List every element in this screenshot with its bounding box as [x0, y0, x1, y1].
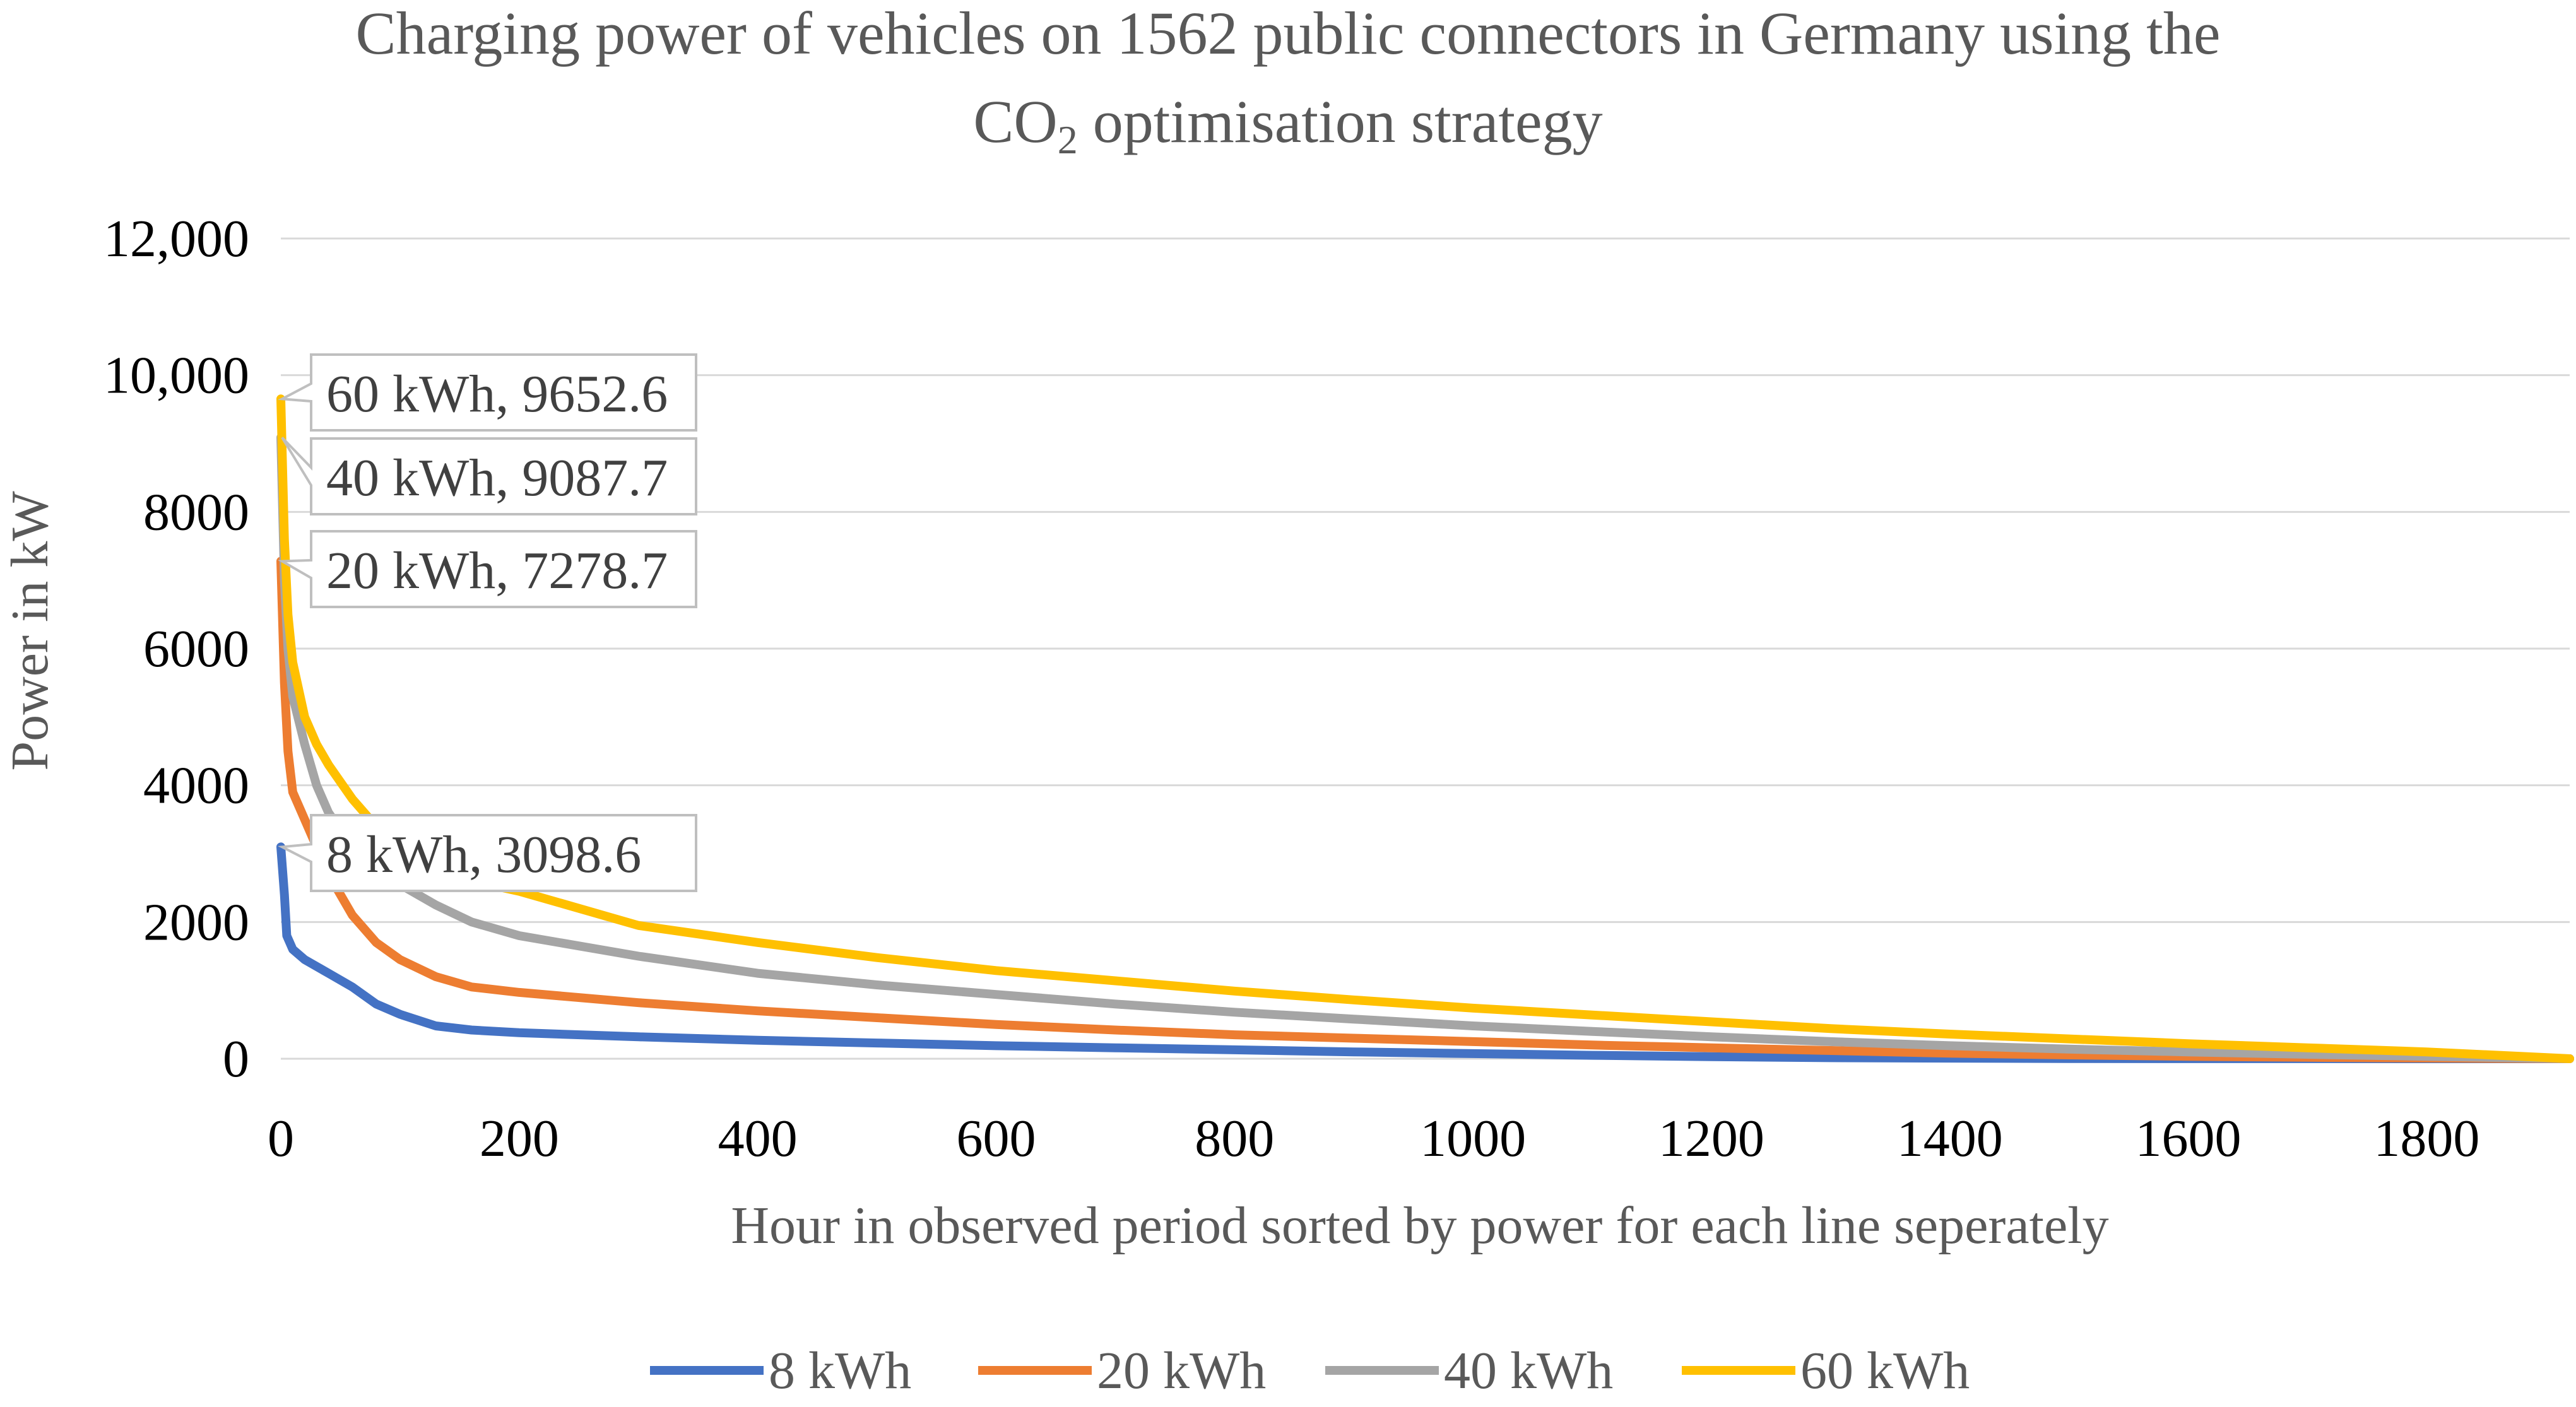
chart-title-line-1: Charging power of vehicles on 1562 publi… [356, 0, 2221, 67]
x-tick-label-1000: 1000 [1420, 1109, 1526, 1168]
series-line-40-kwh [276, 433, 2574, 1063]
callout-label: 20 kWh, 7278.7 [326, 541, 668, 600]
legend-label: 60 kWh [1800, 1341, 1970, 1400]
series-line-20-kwh [276, 556, 2574, 1063]
callout-label: 60 kWh, 9652.6 [326, 365, 668, 423]
y-tick-label-4000: 4000 [143, 756, 249, 815]
callout-box [278, 814, 697, 892]
legend-item-60-kwh: 60 kWh [1682, 1341, 1970, 1400]
x-axis-tick-labels: 0 200 400 600 800 1000 1200 1400 1600 1800 [268, 1109, 2479, 1168]
x-tick-label-1200: 1200 [1658, 1109, 1764, 1168]
callout-box [277, 353, 697, 432]
legend-item-40-kwh: 40 kWh [1325, 1341, 1613, 1400]
legend-label: 20 kWh [1097, 1341, 1266, 1400]
x-tick-label-600: 600 [956, 1109, 1036, 1168]
callout-box [281, 437, 697, 515]
legend-item-20-kwh: 20 kWh [978, 1341, 1266, 1400]
x-axis-label: Hour in observed period sorted by power … [731, 1196, 2108, 1255]
y-tick-label-8000: 8000 [143, 483, 249, 541]
x-tick-label-0: 0 [268, 1109, 294, 1168]
callout-8-kwh: 8 kWh, 3098.6 [278, 814, 697, 892]
callout-box [277, 530, 697, 608]
series-lines [276, 394, 2574, 1063]
title-subscript-text: 2 [1058, 117, 1078, 162]
legend-label: 8 kWh [769, 1341, 911, 1400]
legend-item-8-kwh: 8 kWh [650, 1341, 911, 1400]
x-tick-label-400: 400 [718, 1109, 798, 1168]
callout-label: 40 kWh, 9087.7 [326, 449, 668, 507]
x-tick-label-1800: 1800 [2373, 1109, 2479, 1168]
legend: 8 kWh 20 kWh 40 kWh 60 kWh [650, 1341, 1970, 1400]
callout-20-kwh: 20 kWh, 7278.7 [277, 530, 697, 608]
callout-40-kwh: 40 kWh, 9087.7 [281, 437, 697, 515]
y-axis-label: Power in kW [1, 491, 59, 771]
series-line-8-kwh [276, 842, 2574, 1063]
y-axis-tick-labels: 0 2000 4000 6000 8000 10,000 12,000 [103, 209, 249, 1088]
x-tick-label-1400: 1400 [1897, 1109, 2003, 1168]
y-tick-label-10000: 10,000 [103, 346, 249, 405]
x-tick-label-800: 800 [1195, 1109, 1274, 1168]
legend-label: 40 kWh [1444, 1341, 1613, 1400]
y-tick-label-0: 0 [223, 1030, 249, 1088]
x-tick-label-200: 200 [480, 1109, 559, 1168]
callout-60-kwh: 60 kWh, 9652.6 [277, 353, 697, 432]
y-tick-label-12000: 12,000 [103, 209, 249, 268]
callout-label: 8 kWh, 3098.6 [326, 825, 641, 884]
y-tick-label-6000: 6000 [143, 620, 249, 678]
title-co-text: CO [973, 88, 1057, 155]
chart-title-line-2: CO2 optimisation strategy [973, 88, 1602, 162]
y-tick-label-2000: 2000 [143, 893, 249, 951]
data-callouts: 8 kWh, 3098.6 20 kWh, 7278.7 40 kWh, 9087.… [277, 353, 697, 892]
title-suffix-text: optimisation strategy [1078, 88, 1603, 155]
series-line-60-kwh [276, 394, 2574, 1063]
x-tick-label-1600: 1600 [2136, 1109, 2242, 1168]
